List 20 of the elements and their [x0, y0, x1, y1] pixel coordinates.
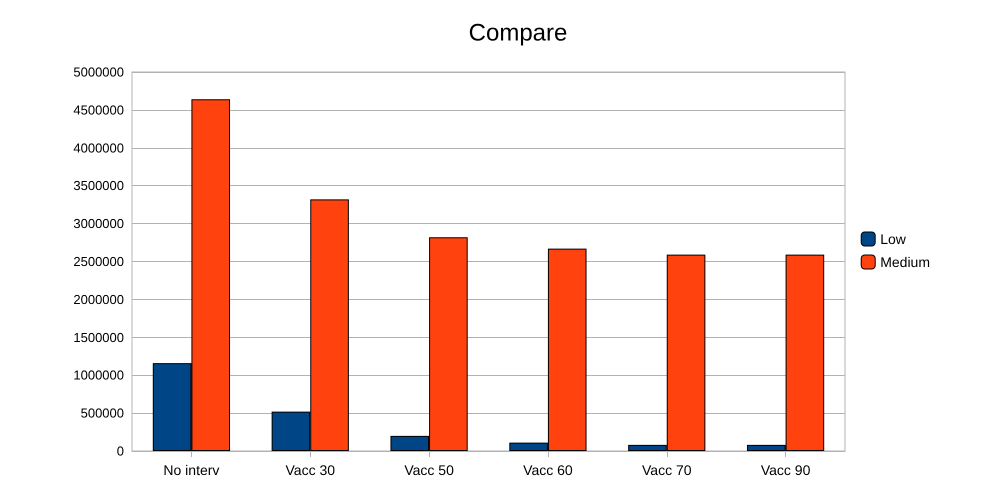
y-tick-label: 5000000 — [73, 64, 124, 80]
y-tick-label: 1000000 — [73, 368, 124, 383]
y-tick-label: 3000000 — [73, 216, 124, 232]
y-tick-label: 2500000 — [73, 254, 124, 269]
x-tick-label: Vacc 30 — [285, 462, 336, 478]
x-tick-label: No interv — [163, 462, 220, 478]
y-tick-label: 0 — [116, 444, 124, 458]
y-tick-label: 3500000 — [73, 178, 124, 194]
legend-label: Low — [880, 231, 907, 247]
y-tick-label: 2000000 — [73, 292, 124, 307]
x-tick-label: Vacc 70 — [642, 462, 692, 478]
y-tick-label: 4500000 — [73, 102, 124, 118]
x-tick-label: Vacc 60 — [523, 462, 573, 478]
x-tick-label: Vacc 90 — [760, 462, 811, 478]
y-tick-label: 500000 — [80, 406, 124, 421]
x-tick-label: Vacc 50 — [404, 462, 454, 478]
y-tick-label: 1500000 — [73, 330, 124, 345]
chart-title: Compare — [468, 20, 568, 46]
y-tick-label: 4000000 — [73, 140, 124, 156]
legend-label: Medium — [880, 254, 930, 270]
